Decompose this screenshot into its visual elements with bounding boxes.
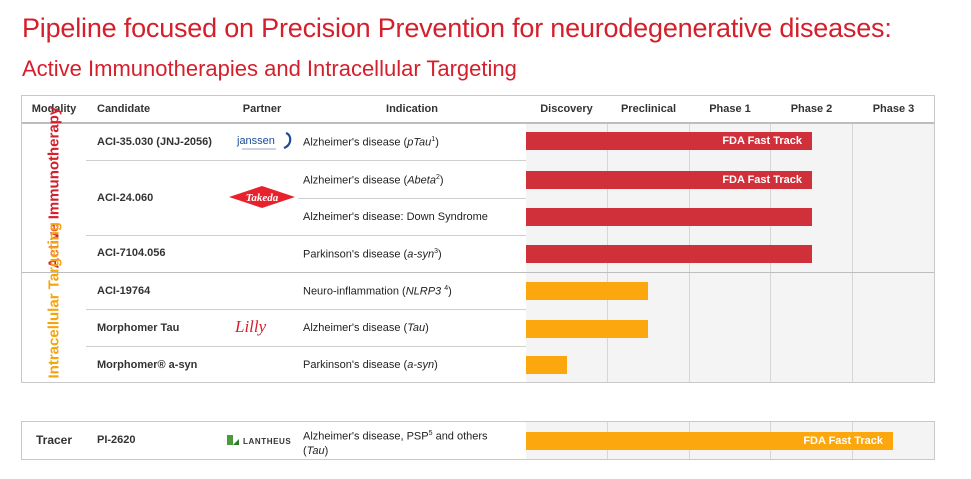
- takeda-logo-graphic: Takeda: [229, 186, 295, 208]
- indication-target: a-syn: [407, 248, 435, 261]
- footnote-marker: 1: [431, 136, 436, 143]
- row-divider: [86, 235, 526, 236]
- row-divider: [86, 346, 526, 347]
- modality-intracellular-label: Intracellular Targeting: [45, 221, 63, 378]
- candidate-aci-7104-056: ACI-7104.056: [97, 247, 166, 259]
- header-phase-discovery: Discovery: [540, 103, 593, 115]
- lilly-logo: Lilly: [233, 316, 287, 338]
- pipeline-bar: [526, 245, 812, 263]
- indication-target: pTau: [407, 136, 432, 149]
- lilly-logo-graphic: Lilly: [234, 317, 267, 336]
- indication-text: Alzheimer's disease: Down Syndrome: [303, 211, 488, 223]
- indication-text: Alzheimer's disease: [303, 136, 401, 149]
- lantheus-mark-icon-2: [233, 439, 239, 445]
- grid-line: [852, 96, 853, 382]
- grid-line: [770, 96, 771, 382]
- pipeline-bar: FDA Fast Track: [526, 171, 812, 189]
- pipeline-bar: FDA Fast Track: [526, 132, 812, 150]
- header-indication: Indication: [386, 103, 438, 115]
- fda-fast-track-label: FDA Fast Track: [803, 435, 883, 447]
- section-divider: [22, 272, 934, 273]
- janssen-logo-text: janssen: [236, 135, 275, 147]
- page-subtitle: Active Immunotherapies and Intracellular…: [22, 56, 517, 81]
- candidate-pi-2620: PI-2620: [97, 434, 136, 446]
- takeda-logo-text: Takeda: [246, 192, 279, 204]
- header-candidate: Candidate: [97, 103, 151, 115]
- pipeline-bar: [526, 356, 567, 374]
- janssen-logo-graphic: janssen: [236, 131, 292, 150]
- row-divider: [86, 309, 526, 310]
- indication-text: Neuro-inflammation: [303, 285, 399, 298]
- modality-tracer: Tracer: [35, 433, 73, 447]
- indication-row-2: Alzheimer's disease (Abeta2): [303, 174, 444, 187]
- indication-text: Alzheimer's disease, PSP: [303, 430, 429, 443]
- indication-target: Tau: [306, 444, 325, 457]
- header-phase-1: Phase 1: [709, 103, 751, 115]
- row-divider: [86, 160, 526, 161]
- takeda-logo: Takeda: [227, 184, 297, 210]
- janssen-swoosh-icon: [283, 131, 292, 150]
- footnote-marker: 4: [444, 285, 449, 292]
- indication-target: a-syn: [407, 359, 435, 371]
- header-partner: Partner: [242, 103, 282, 115]
- candidate-aci-24-060: ACI-24.060: [97, 192, 154, 204]
- fda-fast-track-label: FDA Fast Track: [722, 174, 802, 186]
- header-phase-3: Phase 3: [872, 103, 915, 115]
- indication-text: Parkinson's disease: [303, 248, 401, 261]
- indication-text: Alzheimer's disease: [303, 322, 401, 334]
- candidate-morphomer-a-syn: Morphomer® a-syn: [97, 359, 198, 371]
- candidate-morphomer-tau: Morphomer Tau: [97, 322, 180, 334]
- pipeline-bar: [526, 320, 648, 338]
- indication-row-5: Neuro-inflammation (NLRP3 4): [303, 285, 452, 298]
- lantheus-mark-icon: [227, 435, 233, 445]
- indication-row-1: Alzheimer's disease (pTau1): [303, 136, 439, 149]
- indication-row-6: Alzheimer's disease (Tau): [303, 322, 429, 334]
- table-header: Modality Candidate Partner Indication Di…: [22, 96, 934, 123]
- janssen-logo: janssen: [236, 129, 294, 153]
- indication-row-7: Parkinson's disease (a-syn): [303, 359, 438, 371]
- indication-target: Abeta: [407, 174, 436, 187]
- header-divider: [22, 123, 934, 124]
- modality-intracellular-targeting: Intracellular Targeting: [22, 221, 86, 383]
- indication-text-tail: and others: [432, 430, 488, 443]
- indication-text: Parkinson's disease: [303, 359, 401, 371]
- footnote-marker: 3: [434, 248, 439, 255]
- indication-text: Alzheimer's disease: [303, 174, 401, 187]
- lantheus-logo: LANTHEUS: [226, 431, 292, 449]
- indication-target: Tau: [407, 322, 426, 334]
- header-phase-preclinical: Preclinical: [620, 103, 677, 115]
- candidate-aci-35-030: ACI-35.030 (JNJ-2056): [97, 136, 212, 148]
- grid-line: [689, 96, 690, 382]
- grid-line: [607, 96, 608, 382]
- pipeline-bar: [526, 282, 648, 300]
- header-modality: Modality: [31, 103, 77, 115]
- footnote-marker: 5: [428, 430, 433, 437]
- lantheus-logo-graphic: LANTHEUS: [227, 435, 291, 446]
- lantheus-logo-text: LANTHEUS: [243, 437, 291, 446]
- pipeline-bar: FDA Fast Track: [526, 432, 893, 450]
- indication-row-4: Parkinson's disease (a-syn3): [303, 248, 442, 261]
- header-phase-2: Phase 2: [790, 103, 833, 115]
- lilly-logo-text: Lilly: [234, 317, 267, 336]
- takeda-diamond-icon: [229, 186, 295, 208]
- indication-row-3: Alzheimer's disease: Down Syndrome: [303, 211, 488, 223]
- row-divider: [298, 198, 526, 199]
- footnote-marker: 2: [435, 174, 440, 181]
- indication-row-8: Alzheimer's disease, PSP5 and others (Tau…: [303, 430, 488, 457]
- indication-target: NLRP3: [405, 285, 442, 298]
- page-title: Pipeline focused on Precision Prevention…: [22, 13, 892, 43]
- pipeline-bar: [526, 208, 812, 226]
- fda-fast-track-label: FDA Fast Track: [722, 135, 802, 147]
- candidate-aci-19764: ACI-19764: [97, 285, 151, 297]
